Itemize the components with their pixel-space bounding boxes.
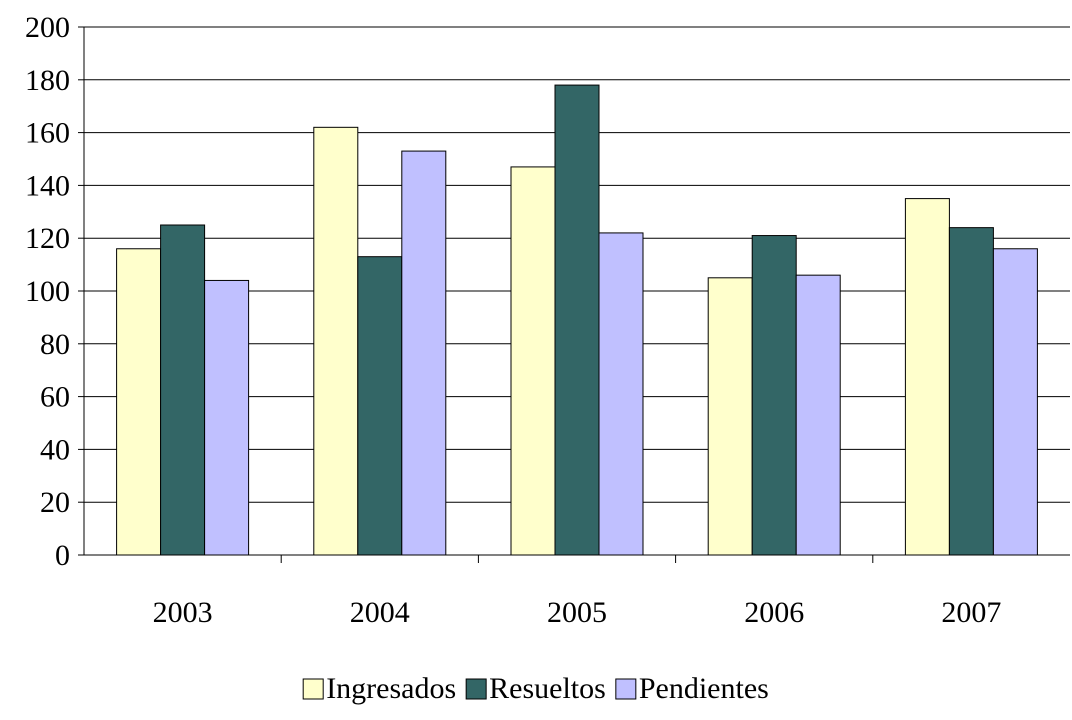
- bar-ingresados-2004: [313, 126, 359, 556]
- legend-swatch-ingresados: [302, 678, 324, 700]
- y-tick-label: 100: [25, 275, 70, 308]
- legend: Ingresados Resueltos Pendientes: [302, 672, 769, 705]
- legend-label-pendientes: Pendientes: [639, 672, 769, 705]
- y-tick-label: 120: [25, 222, 70, 255]
- bar-pendientes-2006: [795, 274, 841, 556]
- bars: [116, 84, 1038, 556]
- y-tick-label: 60: [40, 381, 70, 414]
- y-tick-label: 80: [40, 328, 70, 361]
- x-tick-label: 2006: [744, 596, 804, 629]
- y-tick-label: 0: [55, 539, 70, 572]
- x-tick-label: 2007: [941, 596, 1001, 629]
- bar-resueltos-2004: [357, 256, 403, 556]
- x-tick-labels: 2003 2004 2005 2006 2007: [153, 596, 1002, 629]
- y-tick-label: 200: [25, 11, 70, 44]
- legend-label-resueltos: Resueltos: [489, 672, 606, 705]
- bar-pendientes-2007: [992, 248, 1038, 556]
- bar-resueltos-2005: [554, 84, 600, 556]
- legend-label-ingresados: Ingresados: [326, 672, 456, 705]
- y-tick-label: 40: [40, 433, 70, 466]
- y-tick-labels: 0 20 40 60 80 100 120 140 160 180 200: [25, 11, 70, 572]
- bar-resueltos-2003: [160, 224, 206, 556]
- bar-resueltos-2006: [751, 235, 797, 556]
- bar-ingresados-2007: [904, 198, 950, 556]
- y-tick-label: 140: [25, 169, 70, 202]
- bar-resueltos-2007: [948, 227, 994, 556]
- bar-pendientes-2005: [598, 232, 644, 556]
- x-tick-label: 2004: [350, 596, 410, 629]
- bar-pendientes-2004: [401, 150, 447, 556]
- x-tick-label: 2003: [153, 596, 213, 629]
- x-tick-label: 2005: [547, 596, 607, 629]
- bar-pendientes-2003: [204, 279, 250, 556]
- axes: [78, 26, 1070, 563]
- legend-swatch-pendientes: [615, 678, 637, 700]
- bar-ingresados-2005: [510, 166, 556, 556]
- y-tick-label: 160: [25, 117, 70, 150]
- y-tick-label: 180: [25, 64, 70, 97]
- bar-ingresados-2003: [116, 248, 162, 556]
- bar-ingresados-2006: [707, 277, 753, 556]
- y-tick-label: 20: [40, 486, 70, 519]
- legend-swatch-resueltos: [465, 678, 487, 700]
